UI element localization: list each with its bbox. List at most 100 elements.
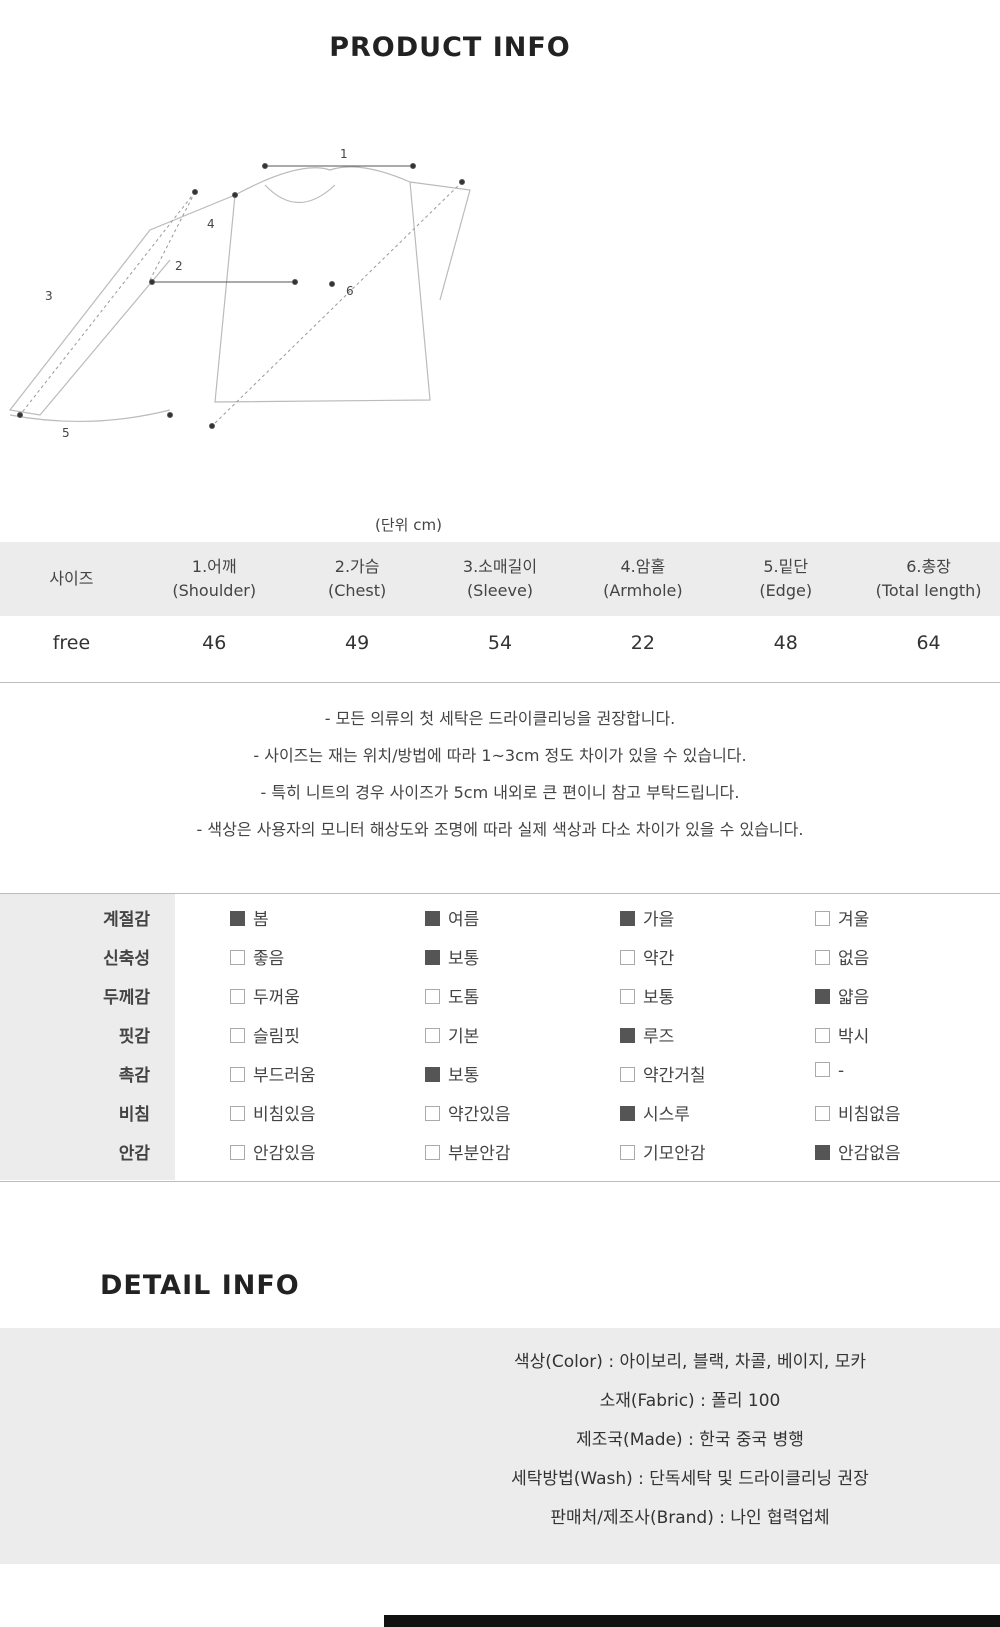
attr-option-text: 부분안감 xyxy=(448,1144,511,1164)
attr-label: 핏감 xyxy=(118,1027,150,1047)
attr-option: 부분안감 xyxy=(425,1139,511,1164)
attr-option: 봄 xyxy=(230,905,269,930)
attr-option: 약간있음 xyxy=(425,1100,511,1125)
detail-line: 색상(Color) : 아이보리, 블랙, 차콜, 베이지, 모카 xyxy=(513,1352,866,1372)
attr-option: 기모안감 xyxy=(620,1139,706,1164)
attr-option: 보통 xyxy=(620,983,674,1008)
size-header-name: 5.밑단 xyxy=(763,557,809,576)
attr-option: 부드러움 xyxy=(230,1061,316,1086)
attr-option-text: 두꺼움 xyxy=(253,988,300,1008)
attr-option-text: 좋음 xyxy=(253,949,285,969)
size-header: 사이즈 xyxy=(0,567,143,591)
checkbox xyxy=(230,989,245,1004)
attr-option-text: 가을 xyxy=(643,910,675,930)
size-header-en: (Shoulder) xyxy=(172,581,257,600)
size-value: 54 xyxy=(487,632,513,654)
size-header-name: 6.총장 xyxy=(906,557,951,576)
size-value: 64 xyxy=(916,632,941,654)
attr-option-text: 약간 xyxy=(643,949,675,969)
attr-option-text: 여름 xyxy=(448,910,480,930)
size-header-name: 3.소매길이 xyxy=(462,557,538,576)
checkbox xyxy=(815,1028,830,1043)
checkbox xyxy=(620,950,635,965)
size-value: 48 xyxy=(773,632,798,654)
checkbox xyxy=(815,950,830,965)
checkbox xyxy=(815,1062,830,1077)
attr-option: 안감있음 xyxy=(230,1139,316,1164)
detail-line: 제조국(Made) : 한국 중국 병행 xyxy=(576,1430,804,1450)
attr-option-text: 도톰 xyxy=(448,988,480,1008)
attr-option-text: 보통 xyxy=(448,1066,480,1086)
attr-label: 신축성 xyxy=(103,949,150,969)
attr-label: 촉감 xyxy=(118,1066,150,1086)
attr-option: 시스루 xyxy=(620,1100,690,1125)
size-header: 3.소매길이 (Sleeve) xyxy=(429,555,572,603)
size-header-en: (Edge) xyxy=(759,581,813,600)
attr-option-text: 안감있음 xyxy=(253,1144,316,1164)
diagram-label: 3 xyxy=(45,289,53,303)
attr-option: 겨울 xyxy=(815,905,869,930)
size-header-band xyxy=(0,542,1000,616)
size-header-name: 2.가슴 xyxy=(334,557,380,576)
attr-option-text: 루즈 xyxy=(643,1027,675,1047)
diagram-label: 4 xyxy=(207,217,215,231)
attr-option-text: 기본 xyxy=(448,1027,480,1047)
attr-option-text: 없음 xyxy=(838,949,870,969)
attr-option: 슬림핏 xyxy=(230,1022,300,1047)
attr-option-text: 시스루 xyxy=(643,1105,690,1125)
attr-label: 두께감 xyxy=(103,988,150,1008)
note: - 모든 의류의 첫 세탁은 드라이클리닝을 권장합니다. xyxy=(324,709,676,728)
size-table: 사이즈 1.어깨 (Shoulder) 2.가슴 (Chest) 3.소매길이 (Sleev… xyxy=(0,542,1000,682)
diagram-label: 6 xyxy=(346,284,354,298)
checkbox xyxy=(620,1145,635,1160)
attr-label: 계절감 xyxy=(103,910,150,930)
size-value: 22 xyxy=(630,632,655,654)
note: - 색상은 사용자의 모니터 해상도와 조명에 따라 실제 색상과 다소 차이가… xyxy=(196,820,804,839)
checkbox xyxy=(425,989,440,1004)
size-header: 4.암홀 (Armhole) xyxy=(571,555,714,603)
note: - 특히 니트의 경우 사이즈가 5cm 내외로 큰 편이니 참고 부탁드립니다… xyxy=(260,783,740,802)
size-header: 5.밑단 (Edge) xyxy=(714,555,857,603)
divider xyxy=(0,893,1000,894)
attr-option: 약간거칠 xyxy=(620,1061,706,1086)
checkbox xyxy=(425,1028,440,1043)
checkbox xyxy=(620,1106,635,1121)
checkbox xyxy=(425,1106,440,1121)
attr-label: 안감 xyxy=(118,1144,150,1164)
attr-option: 안감없음 xyxy=(815,1139,901,1164)
attr-option-text: 보통 xyxy=(448,949,480,969)
size-header-name: 사이즈 xyxy=(49,569,94,588)
attr-label-band xyxy=(0,894,175,1180)
size-header: 6.총장 (Total length) xyxy=(857,555,1000,603)
checkbox xyxy=(815,911,830,926)
checkbox xyxy=(815,989,830,1004)
attr-option-text: 기모안감 xyxy=(643,1144,706,1164)
diagram-label: 5 xyxy=(62,426,70,440)
attr-option: - xyxy=(815,1061,844,1081)
detail-band xyxy=(0,1328,1000,1564)
checkbox xyxy=(425,911,440,926)
divider xyxy=(0,1181,1000,1182)
attr-label: 비침 xyxy=(118,1105,150,1125)
attr-option-text: 얇음 xyxy=(838,988,870,1008)
size-value: 49 xyxy=(345,632,370,654)
checkbox xyxy=(620,911,635,926)
checkbox xyxy=(815,1106,830,1121)
size-header-en: (Total length) xyxy=(875,581,982,600)
attr-option: 박시 xyxy=(815,1022,869,1047)
checkbox xyxy=(815,1145,830,1160)
size-value: free xyxy=(52,632,91,654)
attr-option-text: 박시 xyxy=(838,1027,870,1047)
checkbox xyxy=(620,989,635,1004)
section-title: DETAIL INFO xyxy=(100,1270,300,1301)
attr-option-text: 약간거칠 xyxy=(643,1066,706,1086)
attr-option-text: 부드러움 xyxy=(253,1066,316,1086)
checkbox xyxy=(230,1106,245,1121)
attr-option-text: 약간있음 xyxy=(448,1105,511,1125)
size-header-en: (Sleeve) xyxy=(466,581,534,600)
attr-option: 보통 xyxy=(425,944,479,969)
divider xyxy=(0,682,1000,683)
section-title: PRODUCT INFO xyxy=(329,32,571,63)
checkbox xyxy=(620,1067,635,1082)
